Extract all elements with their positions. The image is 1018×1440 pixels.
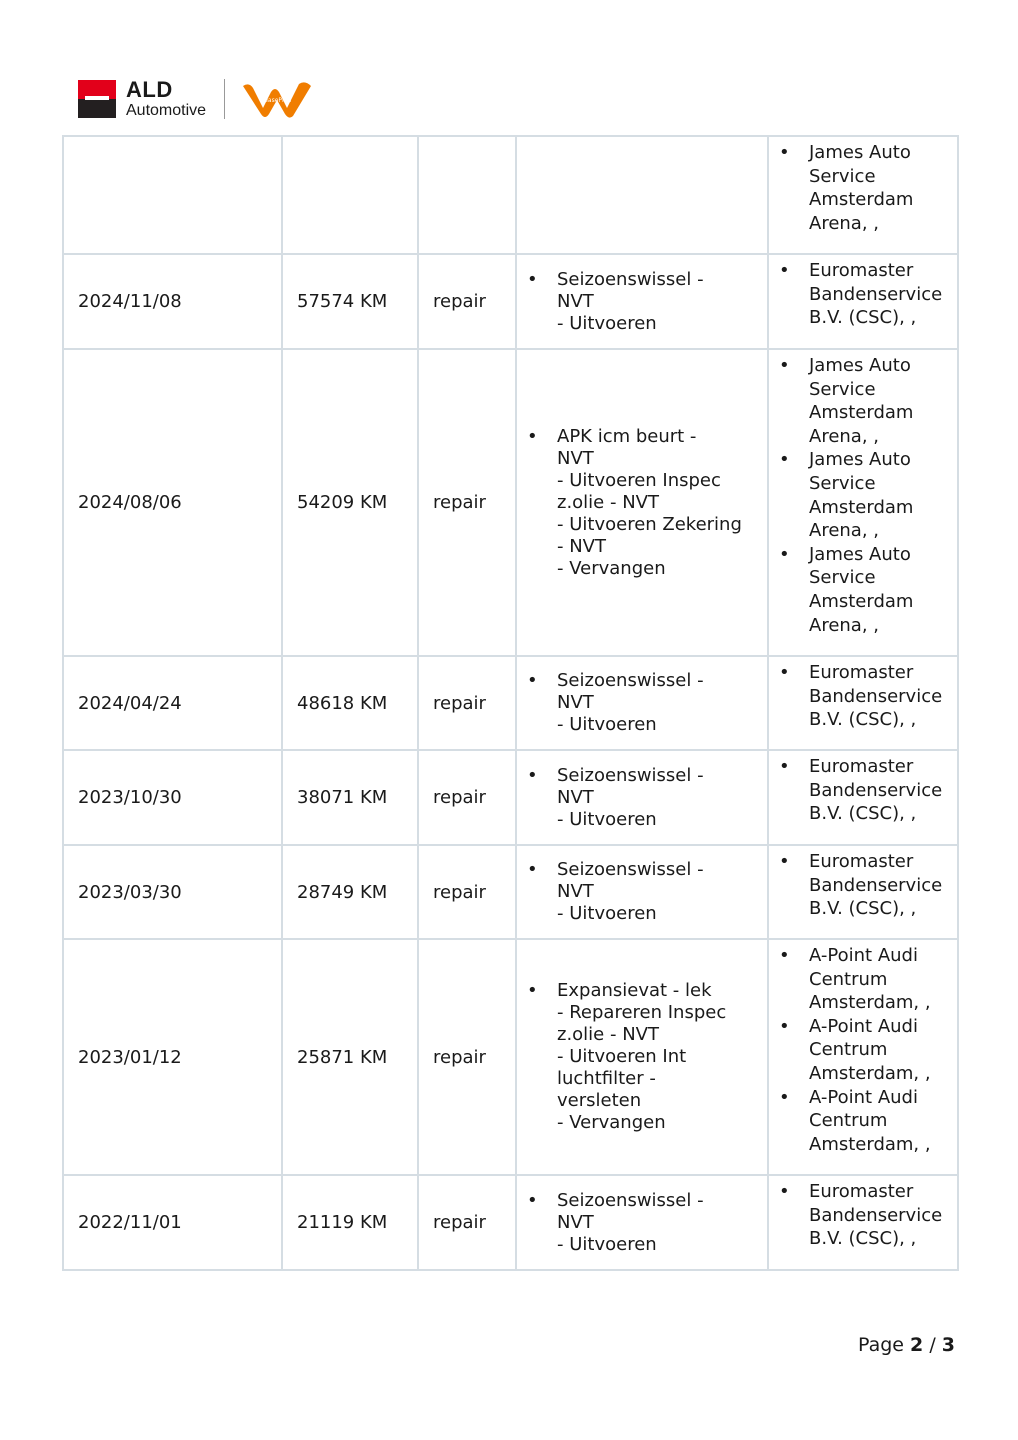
work-cell: Seizoenswissel - NVT - Uitvoeren <box>515 844 769 940</box>
svg-text:LeasePlan: LeasePlan <box>261 97 291 104</box>
supplier-cell: Euromaster Bandenservice B.V. (CSC), , <box>767 1174 959 1271</box>
supplier-item: A-Point Audi Centrum Amsterdam, , <box>779 1015 953 1086</box>
supplier-item: James Auto Service Amsterdam Arena, , <box>779 448 953 542</box>
work-cell: Seizoenswissel - NVT - Uitvoeren <box>515 253 769 350</box>
work-item: Expansievat - lek - Repareren Inspec z.o… <box>527 980 767 1134</box>
page-total: 3 <box>941 1334 956 1356</box>
supplier-cell: James Auto Service Amsterdam Arena, , <box>767 135 959 255</box>
type-cell: repair <box>417 844 517 940</box>
logo-divider <box>224 79 226 119</box>
type-cell: repair <box>417 655 517 751</box>
supplier-item: James Auto Service Amsterdam Arena, , <box>779 141 953 235</box>
page-separator: / <box>929 1334 936 1356</box>
supplier-item: Euromaster Bandenservice B.V. (CSC), , <box>779 661 953 732</box>
supplier-cell: A-Point Audi Centrum Amsterdam, ,A-Point… <box>767 938 959 1176</box>
supplier-cell: Euromaster Bandenservice B.V. (CSC), , <box>767 844 959 940</box>
supplier-cell: Euromaster Bandenservice B.V. (CSC), , <box>767 253 959 350</box>
mileage-cell: 25871 KM <box>281 938 419 1176</box>
work-item: Seizoenswissel - NVT - Uitvoeren <box>527 269 767 335</box>
supplier-item: James Auto Service Amsterdam Arena, , <box>779 543 953 637</box>
supplier-item: A-Point Audi Centrum Amsterdam, , <box>779 1086 953 1157</box>
type-cell: repair <box>417 1174 517 1271</box>
supplier-item: A-Point Audi Centrum Amsterdam, , <box>779 944 953 1015</box>
type-cell <box>417 135 517 255</box>
maintenance-history-table: James Auto Service Amsterdam Arena, ,202… <box>62 135 959 1271</box>
brand-primary: ALD <box>126 77 173 102</box>
work-cell: Seizoenswissel - NVT - Uitvoeren <box>515 749 769 846</box>
mileage-cell <box>281 135 419 255</box>
type-cell: repair <box>417 348 517 657</box>
supplier-item: Euromaster Bandenservice B.V. (CSC), , <box>779 1180 953 1251</box>
date-cell: 2022/11/01 <box>62 1174 283 1271</box>
mileage-cell: 38071 KM <box>281 749 419 846</box>
type-cell: repair <box>417 253 517 350</box>
type-cell: repair <box>417 938 517 1176</box>
table-row: James Auto Service Amsterdam Arena, , <box>62 135 959 255</box>
mileage-cell: 57574 KM <box>281 253 419 350</box>
date-cell: 2024/08/06 <box>62 348 283 657</box>
ald-logo-mark <box>78 80 116 118</box>
work-item: Seizoenswissel - NVT - Uitvoeren <box>527 670 767 736</box>
mileage-cell: 28749 KM <box>281 844 419 940</box>
mileage-cell: 54209 KM <box>281 348 419 657</box>
supplier-cell: James Auto Service Amsterdam Arena, ,Jam… <box>767 348 959 657</box>
mileage-cell: 48618 KM <box>281 655 419 751</box>
supplier-cell: Euromaster Bandenservice B.V. (CSC), , <box>767 655 959 751</box>
work-cell: APK icm beurt - NVT - Uitvoeren Inspec z… <box>515 348 769 657</box>
header-logos: ALD Automotive LeasePlan <box>78 78 313 120</box>
work-item: Seizoenswissel - NVT - Uitvoeren <box>527 1190 767 1256</box>
ald-logo-text: ALD Automotive <box>126 79 206 119</box>
page-indicator: Page 2 / 3 <box>858 1334 955 1356</box>
work-item: APK icm beurt - NVT - Uitvoeren Inspec z… <box>527 426 767 580</box>
supplier-item: Euromaster Bandenservice B.V. (CSC), , <box>779 755 953 826</box>
page-current: 2 <box>910 1334 924 1356</box>
supplier-cell: Euromaster Bandenservice B.V. (CSC), , <box>767 749 959 846</box>
work-cell <box>515 135 769 255</box>
date-cell: 2024/11/08 <box>62 253 283 350</box>
supplier-item: Euromaster Bandenservice B.V. (CSC), , <box>779 259 953 330</box>
brand-secondary: Automotive <box>126 102 207 119</box>
work-item: Seizoenswissel - NVT - Uitvoeren <box>527 859 767 925</box>
date-cell: 2023/10/30 <box>62 749 283 846</box>
supplier-item: Euromaster Bandenservice B.V. (CSC), , <box>779 850 953 921</box>
mileage-cell: 21119 KM <box>281 1174 419 1271</box>
date-cell: 2023/03/30 <box>62 844 283 940</box>
work-cell: Expansievat - lek - Repareren Inspec z.o… <box>515 938 769 1176</box>
work-cell: Seizoenswissel - NVT - Uitvoeren <box>515 655 769 751</box>
date-cell: 2024/04/24 <box>62 655 283 751</box>
leaseplan-logo: LeasePlan <box>243 82 312 118</box>
page-label: Page <box>858 1334 904 1356</box>
supplier-item: James Auto Service Amsterdam Arena, , <box>779 354 953 448</box>
type-cell: repair <box>417 749 517 846</box>
date-cell: 2023/01/12 <box>62 938 283 1176</box>
date-cell <box>62 135 283 255</box>
work-cell: Seizoenswissel - NVT - Uitvoeren <box>515 1174 769 1271</box>
work-item: Seizoenswissel - NVT - Uitvoeren <box>527 765 767 831</box>
